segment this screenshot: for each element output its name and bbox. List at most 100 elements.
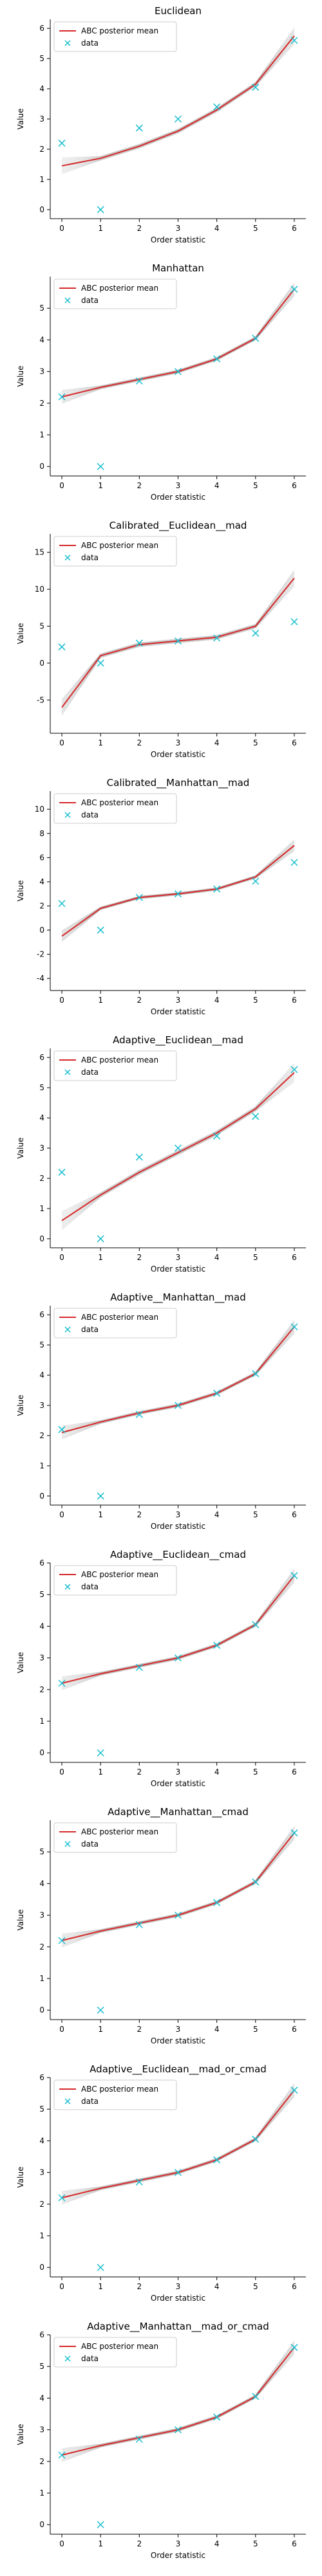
posterior-sample-line (61, 37, 295, 168)
x-tick-label: 5 (253, 996, 258, 1005)
x-tick-label: 4 (214, 2282, 220, 2291)
data-point-marker (97, 1749, 104, 1757)
data-point-marker (290, 859, 298, 866)
posterior-sample-line (61, 842, 295, 934)
posterior-sample-line (61, 30, 295, 161)
data-point-marker (135, 1153, 143, 1161)
x-tick-label: 4 (214, 481, 220, 490)
legend-label: data (81, 39, 99, 48)
x-tick-label: 0 (59, 2539, 64, 2548)
data-point-marker (135, 2178, 143, 2186)
y-tick-label: 5 (39, 622, 44, 631)
x-tick-label: 4 (214, 1253, 220, 1262)
posterior-sample-line (61, 1578, 295, 1687)
x-tick-label: 2 (137, 738, 142, 747)
chart-panel-7: Adaptive__Euclidean__cmad 0 1 2 3 4 5 6 0 1 2 3 4 5 6 O… (16, 1549, 306, 1788)
y-tick-label: 1 (39, 2489, 44, 2498)
x-tick-label: 0 (59, 224, 64, 233)
legend-box (53, 2337, 177, 2368)
chart-title: Adaptive__Manhattan__cmad (108, 1806, 249, 1818)
posterior-sample-line (61, 1078, 295, 1227)
legend: ABC posterior mean data (53, 536, 177, 567)
legend: ABC posterior mean data (53, 1822, 177, 1853)
legend-marker-swatch (64, 40, 71, 46)
posterior-sample-line (61, 1068, 295, 1217)
x-tick-label: 1 (98, 2025, 103, 2034)
x-tick-label: 6 (292, 996, 297, 1005)
y-tick-label: -5 (37, 695, 44, 704)
posterior-sample-line (61, 2096, 295, 2205)
y-tick-label: 6 (39, 853, 44, 862)
x-tick-label: 5 (253, 224, 258, 233)
legend-marker-swatch (64, 1069, 71, 1075)
legend-box (53, 1822, 177, 1853)
posterior-sample-line (61, 1323, 295, 1430)
data-point-marker (174, 1144, 182, 1152)
posterior-sample-line (61, 2093, 295, 2202)
chart-title: Calibrated__Euclidean__mad (109, 520, 247, 532)
data-point-marker (97, 659, 104, 667)
posterior-sample-line (61, 34, 295, 165)
posterior-sample-line (61, 583, 295, 713)
x-tick-label: 1 (98, 481, 103, 490)
chart-title: Adaptive__Manhattan__mad (110, 1292, 246, 1304)
data-point-marker (213, 103, 221, 111)
y-tick-label: 0 (39, 2005, 44, 2014)
y-tick-label: 2 (39, 1942, 44, 1951)
posterior-sample-line (61, 1838, 295, 1946)
data-point-marker (58, 2194, 66, 2202)
posterior-sample-line (61, 38, 295, 169)
x-tick-label: 4 (214, 1768, 220, 1777)
x-tick-label: 2 (137, 224, 142, 233)
x-tick-label: 2 (137, 2539, 142, 2548)
posterior-sample-line (61, 294, 295, 403)
posterior-mean-line (61, 845, 295, 937)
x-tick-label: 5 (253, 1510, 258, 1519)
legend-box (53, 1565, 177, 1596)
y-tick-label: 3 (39, 1654, 44, 1663)
posterior-sample-line (61, 42, 295, 173)
posterior-sample-line (61, 2085, 295, 2193)
y-tick-label: 4 (39, 1879, 44, 1888)
y-tick-label: 1 (39, 175, 44, 184)
data-point-marker (213, 885, 221, 893)
x-tick-label: 6 (292, 2539, 297, 2548)
y-tick-label: 2 (39, 2457, 44, 2466)
posterior-sample-line (61, 1571, 295, 1679)
data-point-marker (290, 1829, 298, 1837)
posterior-sample-line (61, 1331, 295, 1438)
y-tick-label: 3 (39, 1911, 44, 1920)
data-point-marker (58, 1169, 66, 1176)
x-tick-label: 6 (292, 481, 297, 490)
x-tick-label: 3 (176, 738, 181, 747)
x-tick-label: 5 (253, 1768, 258, 1777)
x-tick-label: 0 (59, 1768, 64, 1777)
x-tick-label: 2 (137, 2282, 142, 2291)
x-tick-label: 4 (214, 2025, 220, 2034)
legend-box (53, 536, 177, 567)
chart-panel-1: Euclidean 0 1 2 3 4 5 6 0 1 2 3 4 5 6 Order statistic Va… (16, 5, 306, 244)
x-axis-label: Order statistic (151, 1007, 205, 1016)
data-point-marker (135, 1663, 143, 1671)
posterior-samples (61, 1063, 295, 1230)
data-point-marker (252, 629, 260, 637)
y-tick-label: 6 (39, 2073, 44, 2082)
posterior-sample-line (61, 572, 295, 703)
posterior-sample-line (61, 2094, 295, 2203)
chart-panel-3: Calibrated__Euclidean__mad 0 1 2 3 4 5 6 -5 0 5 10 1… (16, 520, 306, 759)
x-tick-label: 1 (98, 1253, 103, 1262)
x-tick-label: 3 (176, 2539, 181, 2548)
chart-title: Adaptive__Manhattan__mad_or_cmad (87, 2321, 269, 2333)
y-tick-label: 2 (39, 1431, 44, 1440)
data-point-marker (252, 1113, 260, 1120)
legend-box (53, 1308, 177, 1338)
posterior-sample-line (61, 2343, 295, 2451)
data-point-marker (252, 2135, 260, 2143)
data-point-marker (252, 1621, 260, 1629)
x-tick-label: 0 (59, 2282, 64, 2291)
y-tick-label: 4 (39, 335, 44, 344)
legend-marker-swatch (64, 2355, 71, 2362)
y-tick-label: 5 (39, 1590, 44, 1599)
chart-panel-9: Adaptive__Euclidean__mad_or_cmad 0 1 2 3 4 5 6 0… (16, 2063, 306, 2303)
legend-label: ABC posterior mean (81, 284, 158, 293)
